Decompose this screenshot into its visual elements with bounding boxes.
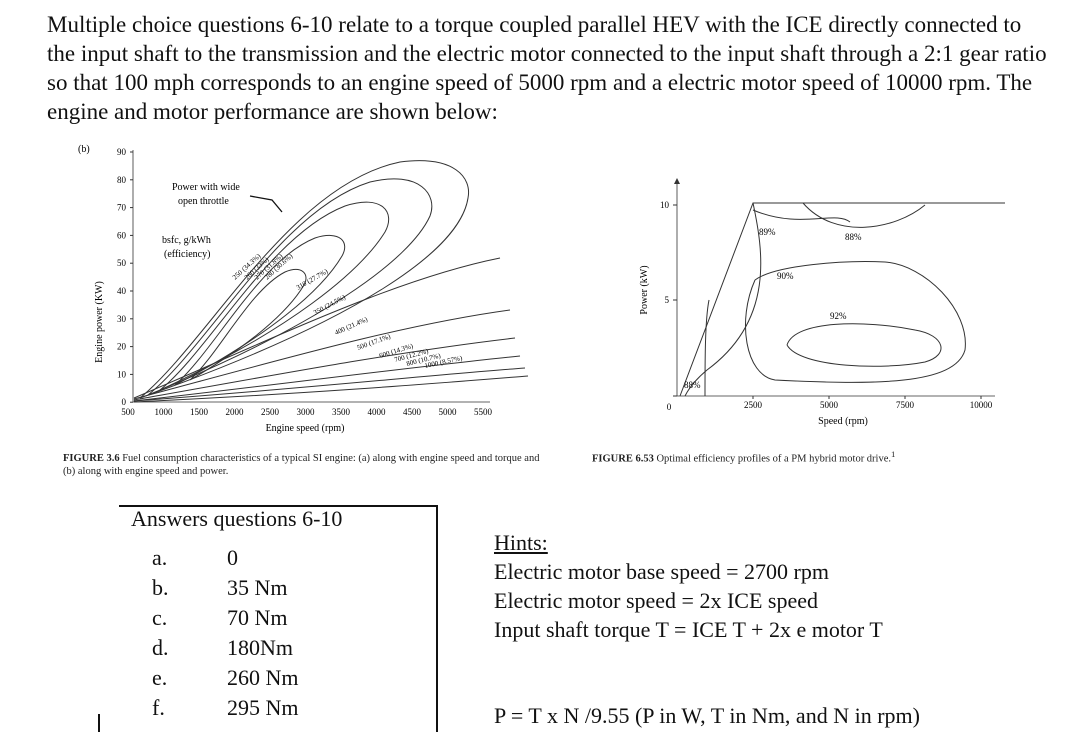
ann-power-line2: open throttle [178,196,229,207]
answer-value: 70 Nm [227,605,288,630]
answer-letter: d. [152,635,169,660]
figure-6-53-caption: FIGURE 6.53 Optimal efficiency profiles … [592,448,1062,466]
ann-bsfc-line1: bsfc, g/kWh [162,235,211,246]
y-tick-label: 20 [117,342,127,352]
caption-label: FIGURE 6.53 [592,453,654,465]
y-tick-label: 40 [117,286,127,296]
answer-value: 0 [227,545,238,570]
caption-label: FIGURE 3.6 [63,453,120,464]
x-tick-label: 500 [121,407,135,417]
motor-x-ticks: 2500 5000 7500 10000 [744,396,993,410]
power-formula: P = T x N /9.55 (P in W, T in Nm, and N … [494,703,920,728]
y-tick-label: 10 [660,200,670,210]
y-tick-label: 30 [117,314,127,324]
engine-bsfc-map: (b) Engine power (KW) Engine speed (rpm)… [78,144,529,434]
answer-value: 260 Nm [227,665,299,690]
eff-89: 89% [759,227,776,237]
y-tick-label: 0 [667,402,672,412]
eff-88-top: 88% [845,232,862,242]
caption-text: Optimal efficiency profiles of a PM hybr… [656,453,892,465]
x-tick-label: 2500 [744,400,763,410]
hint-line-2: Electric motor speed = 2x ICE speed [494,588,818,613]
motor-xlabel: Speed (rpm) [818,416,868,427]
x-tick-label: 5000 [820,400,839,410]
hint-line-1: Electric motor base speed = 2700 rpm [494,559,829,584]
motor-ylabel: Power (kW) [639,265,650,314]
hint-line-3: Input shaft torque T = ICE T + 2x e moto… [494,617,883,642]
x-tick-label: 5500 [474,407,493,417]
y-tick-label: 60 [117,230,127,240]
figure-3-6-caption: FIGURE 3.6 Fuel consumption characterist… [63,452,543,478]
answer-letter: e. [152,665,168,690]
y-tick-label: 90 [117,147,127,157]
contour-label: 400 (21.4%) [334,315,370,337]
panel-label: (b) [78,144,90,155]
answers-box [97,504,438,732]
x-tick-label: 7500 [896,400,915,410]
x-tick-label: 3500 [332,407,351,417]
y-tick-label: 50 [117,258,127,268]
answer-value: 35 Nm [227,575,288,600]
y-tick-label: 5 [665,295,670,305]
y-tick-label: 0 [122,397,127,407]
caption-text: Fuel consumption characteristics of a ty… [63,453,540,477]
caption-footnote: 1 [891,449,896,459]
x-tick-label: 1500 [190,407,209,417]
bsfc-contours [133,160,529,403]
answer-value: 295 Nm [227,695,299,720]
answer-value: 180Nm [227,635,293,660]
ann-power-line1: Power with wide [172,182,240,193]
x-tick-label: 2500 [261,407,280,417]
engine-xlabel: Engine speed (rpm) [266,423,345,434]
answer-letter: b. [152,575,169,600]
hints-block: Hints: Electric motor base speed = 2700 … [494,528,883,644]
x-tick-label: 3000 [297,407,316,417]
engine-ylabel: Engine power (KW) [94,281,105,363]
x-tick-label: 1000 [155,407,174,417]
hints-title: Hints: [494,530,548,555]
y-tick-label: 70 [117,203,127,213]
engine-x-ticks: 500 1000 1500 2000 2500 3000 3500 4000 4500 5000 5… [121,407,492,417]
y-tick-label: 80 [117,175,127,185]
motor-efficiency-map: Power (kW) Speed (rpm) 10 5 0 2500 5000 7500… [639,178,1005,427]
intro-paragraph: Multiple choice questions 6-10 relate to… [47,12,1047,124]
x-tick-label: 5000 [439,407,458,417]
answer-letter: a. [152,545,168,570]
contour-labels: 250 (34.3%)260 (33%)270 (31.8%)280 (30.6… [231,252,464,370]
answer-letter: f. [152,695,165,720]
eff-88-left: 88% [684,380,701,390]
eff-90: 90% [777,271,794,281]
x-tick-label: 4000 [368,407,387,417]
y-tick-label: 10 [117,369,127,379]
ann-bsfc-line2: (efficiency) [164,249,210,260]
eff-92: 92% [830,311,847,321]
engine-y-ticks: 90 80 70 60 50 40 30 20 10 0 [117,147,133,407]
answer-letter: c. [152,605,168,630]
x-tick-label: 2000 [226,407,245,417]
answers-title: Answers questions 6-10 [131,506,343,531]
x-tick-label: 4500 [403,407,422,417]
motor-y-ticks: 10 5 0 [660,200,677,412]
x-tick-label: 10000 [970,400,993,410]
